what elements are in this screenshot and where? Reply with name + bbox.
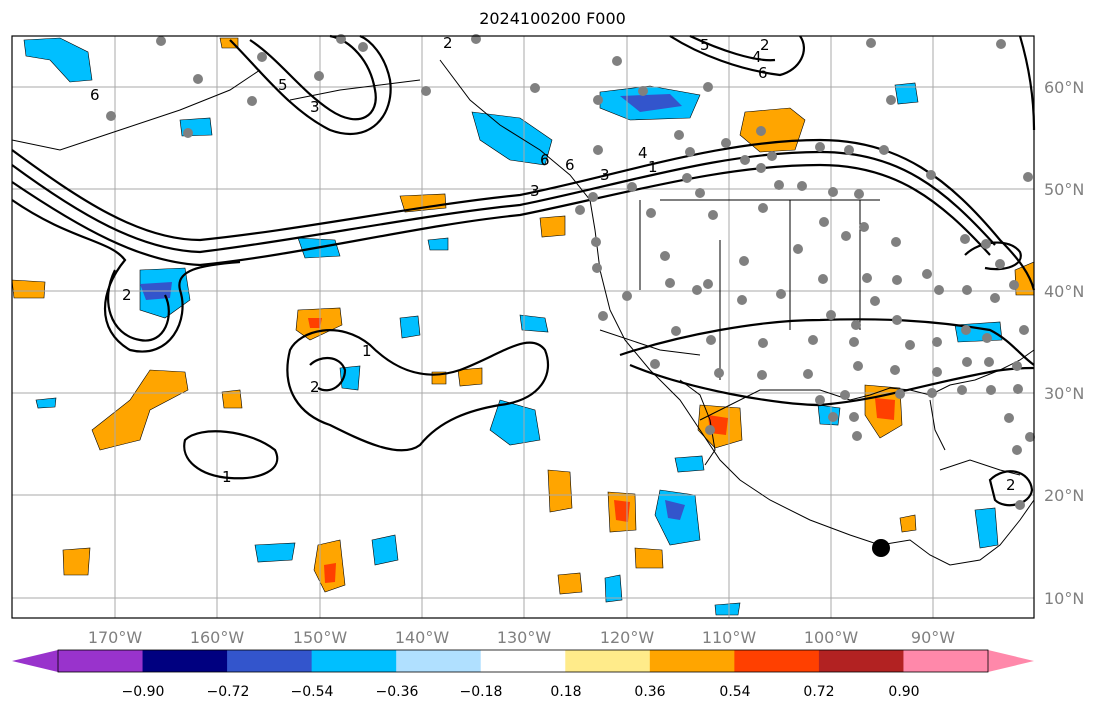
contour-label: 5 <box>278 76 288 94</box>
colorbar: −0.90 −0.72 −0.54 −0.36 −0.18 0.18 0.36 … <box>12 649 1034 700</box>
lat-label: 10°N <box>1044 589 1084 608</box>
map-title: 2024100200 F000 <box>479 9 626 28</box>
contour-labels: 2 3 5 6 6 3 4 5 6 6 4 1 2 3 2 2 1 2 1 <box>90 34 1016 494</box>
lon-label: 130°W <box>497 628 552 647</box>
colorbar-tick-label: 0.18 <box>550 684 581 700</box>
map-frame <box>11 35 1035 619</box>
contour-label: 3 <box>600 166 610 184</box>
contour-label: 6 <box>540 151 550 169</box>
contour-label: 1 <box>362 342 372 360</box>
colorbar-segment <box>227 650 313 672</box>
coastlines <box>11 59 1035 566</box>
colorbar-tick-label: −0.36 <box>376 684 419 700</box>
colorbar-segment <box>734 650 820 672</box>
contour-label: 2 <box>122 286 132 304</box>
lon-label: 170°W <box>88 628 143 647</box>
height-contours <box>11 34 1036 507</box>
contour-label: 2 <box>760 36 770 54</box>
contour-label: 4 <box>638 144 648 162</box>
colorbar-tick-label: −0.18 <box>460 684 503 700</box>
lon-label: 140°W <box>395 628 450 647</box>
lat-label: 40°N <box>1044 282 1084 301</box>
lon-label: 160°W <box>190 628 245 647</box>
lon-label: 110°W <box>702 628 757 647</box>
contour-label: 2 <box>443 34 453 52</box>
lon-label: 100°W <box>804 628 859 647</box>
colorbar-segment <box>311 650 397 672</box>
colorbar-segment <box>649 650 735 672</box>
colorbar-tick-label: −0.90 <box>122 684 165 700</box>
contour-label: 6 <box>565 156 575 174</box>
contour-label: 5 <box>700 36 710 54</box>
lon-label: 150°W <box>293 628 348 647</box>
colorbar-extend-right <box>988 650 1034 672</box>
colorbar-segment <box>58 650 144 672</box>
colorbar-extend-left <box>12 650 58 672</box>
contour-label: 1 <box>648 158 658 176</box>
lat-label: 30°N <box>1044 384 1084 403</box>
colorbar-tick-label: −0.72 <box>207 684 250 700</box>
colorbar-segment <box>480 650 566 672</box>
storm-center-marker <box>872 539 890 557</box>
contour-label: 2 <box>310 378 320 396</box>
colorbar-frame <box>57 649 989 673</box>
contour-label: 1 <box>222 468 232 486</box>
colorbar-segment <box>142 650 228 672</box>
longitude-labels: 170°W 160°W 150°W 140°W 130°W 120°W 110°… <box>88 628 955 647</box>
colorbar-segment <box>903 650 989 672</box>
contour-label: 4 <box>752 48 762 66</box>
colorbar-tick-label: 0.54 <box>719 684 750 700</box>
contour-label: 6 <box>758 64 768 82</box>
lat-label: 50°N <box>1044 180 1084 199</box>
anomaly-shading <box>11 37 1035 616</box>
contour-label: 6 <box>90 86 100 104</box>
latitude-labels: 60°N 50°N 40°N 30°N 20°N 10°N <box>1044 78 1084 608</box>
gridlines <box>12 36 1034 618</box>
colorbar-tick-label: 0.90 <box>888 684 919 700</box>
colorbar-segment <box>818 650 904 672</box>
colorbar-tick-label: 0.36 <box>634 684 665 700</box>
contour-label: 2 <box>1006 476 1016 494</box>
colorbar-tick-label: 0.72 <box>803 684 834 700</box>
lon-label: 90°W <box>911 628 955 647</box>
contour-label: 3 <box>310 98 320 116</box>
lat-label: 60°N <box>1044 78 1084 97</box>
lon-label: 120°W <box>600 628 655 647</box>
colorbar-segment <box>565 650 651 672</box>
colorbar-segment <box>396 650 482 672</box>
lat-label: 20°N <box>1044 486 1084 505</box>
colorbar-tick-label: −0.54 <box>291 684 334 700</box>
contour-label: 3 <box>530 182 540 200</box>
